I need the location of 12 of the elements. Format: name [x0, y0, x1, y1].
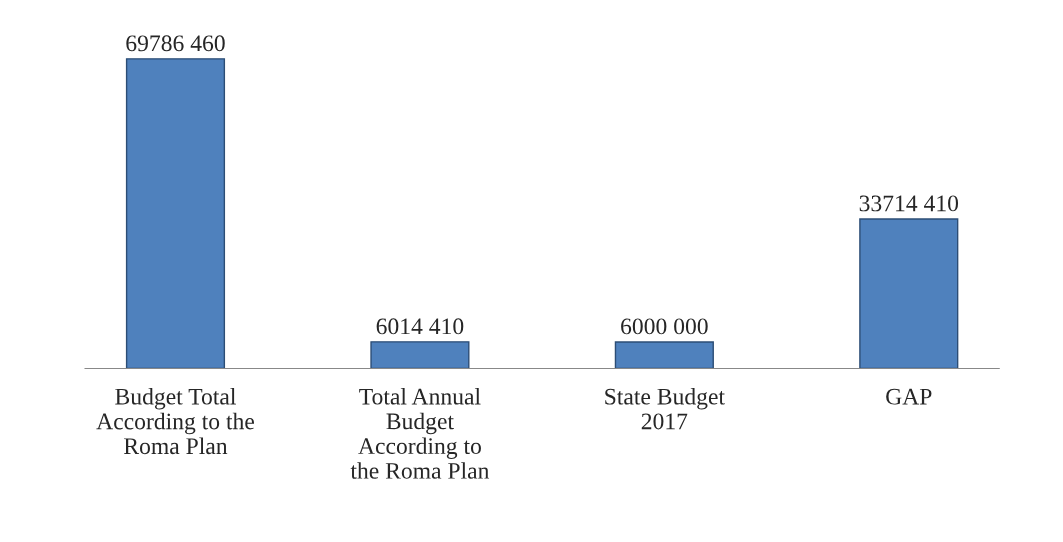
bar [125, 58, 226, 369]
data-label: 69786 460 [126, 35, 225, 52]
bar [370, 341, 470, 369]
bar [614, 341, 714, 369]
data-label: 6000 000 [621, 318, 708, 335]
x-tick-label: Budget Total According to the Roma Plan [96, 388, 254, 455]
data-label: 6014 410 [376, 318, 464, 335]
bar [859, 218, 959, 369]
x-tick-label: State Budget 2017 [605, 388, 725, 430]
x-tick-label: Total Annual Budget According to the Roma Plan [350, 388, 490, 479]
data-label: 33714 410 [859, 195, 959, 212]
x-tick-label: GAP [886, 388, 932, 405]
